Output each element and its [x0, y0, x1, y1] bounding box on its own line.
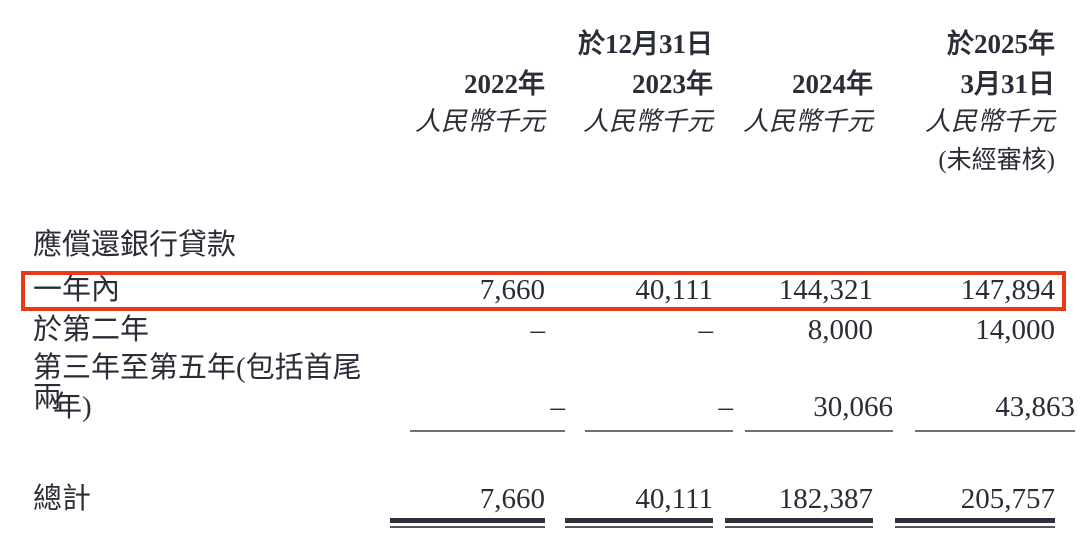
cell-2025: 147,894	[960, 274, 1055, 306]
header-row-date-spans: 於12月31日 於2025年	[33, 29, 1055, 59]
section-row-bank-loans: 應償還銀行貸款	[33, 230, 390, 260]
header-dec31-label: 於12月31日	[578, 29, 713, 59]
unit-label-col4: 人民幣千元	[924, 107, 1055, 136]
cell-2023: –	[585, 392, 733, 432]
total-label: 總計	[33, 483, 92, 515]
total-2023: 40,111	[635, 483, 713, 515]
cell-2024: 8,000	[807, 314, 873, 346]
total-2025: 205,757	[960, 483, 1055, 515]
header-year-2024: 2024年	[792, 69, 873, 99]
row-label: 於第二年	[33, 314, 150, 346]
header-2025-line1: 於2025年	[947, 29, 1055, 59]
row-label-line2: 年)	[53, 391, 92, 423]
table-row-total: 總計 7,660 40,111 182,387 205,757	[33, 484, 1055, 514]
header-row-years: 2022年 2023年 2024年 3月31日	[33, 69, 1055, 99]
table-row-third-to-fifth-year-values: 年) – – 30,066 43,863	[33, 392, 1075, 432]
total-double-rule-row	[33, 518, 1055, 528]
cell-2022: –	[530, 314, 546, 346]
table-row-third-to-fifth-year-label: 第三年至第五年(包括首尾兩	[33, 353, 390, 413]
row-label: 一年內	[33, 274, 121, 306]
header-row-units: 人民幣千元 人民幣千元 人民幣千元 人民幣千元	[33, 107, 1055, 137]
cell-2025: 43,863	[915, 392, 1075, 432]
table-row-within-one-year: 一年內 7,660 40,111 144,321 147,894	[33, 275, 1055, 305]
cell-2022: –	[410, 392, 565, 432]
header-year-2022: 2022年	[464, 69, 545, 99]
row-label-line1: 第三年至第五年(包括首尾兩	[33, 352, 362, 414]
total-2024: 182,387	[778, 483, 873, 515]
double-rule-col4	[895, 518, 1055, 528]
double-rule-col1	[390, 518, 545, 528]
cell-2023: 40,111	[635, 274, 713, 306]
cell-2023: –	[698, 314, 714, 346]
unit-label-col1: 人民幣千元	[414, 107, 545, 136]
double-rule-col3	[725, 518, 873, 528]
unaudited-label: (未經審核)	[938, 147, 1055, 174]
cell-2025: 14,000	[975, 314, 1055, 346]
header-row-unaudited: (未經審核)	[33, 146, 1055, 176]
unit-label-col2: 人民幣千元	[582, 107, 713, 136]
cell-2022: 7,660	[479, 274, 545, 306]
total-2022: 7,660	[479, 483, 545, 515]
cell-2024: 30,066	[745, 392, 893, 432]
unit-label-col3: 人民幣千元	[742, 107, 873, 136]
header-2025-line2: 3月31日	[960, 69, 1056, 99]
header-year-2023: 2023年	[632, 69, 713, 99]
table-row-second-year: 於第二年 – – 8,000 14,000	[33, 315, 1055, 345]
section-label: 應償還銀行貸款	[33, 229, 237, 261]
red-highlight-box	[21, 271, 1066, 311]
double-rule-col2	[565, 518, 713, 528]
cell-2024: 144,321	[778, 274, 873, 306]
